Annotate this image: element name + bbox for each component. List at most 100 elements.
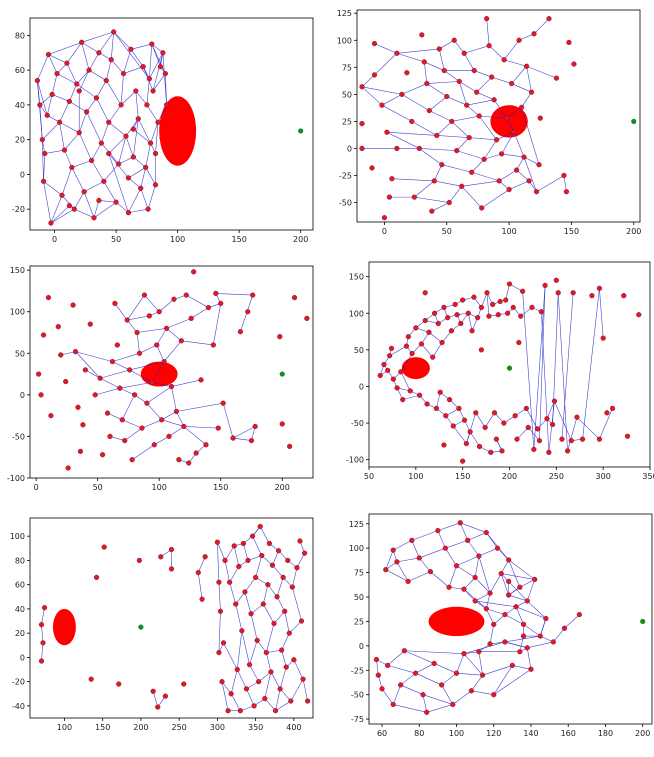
- agent-node: [168, 546, 175, 553]
- agent-node: [359, 145, 365, 152]
- chart-panel-4: 50 100 150 200 250 300 350 -100 -50 0 50 100 150: [327, 252, 654, 504]
- y-tick-label: 40: [15, 605, 25, 614]
- y-tick-label: 60: [15, 581, 25, 590]
- agent-node: [450, 701, 456, 708]
- graph-edge: [218, 582, 221, 612]
- graph-edge: [149, 44, 153, 79]
- graph-edge: [273, 611, 285, 624]
- agent-node: [136, 557, 142, 564]
- graph-edge: [411, 121, 437, 136]
- agent-node: [287, 443, 293, 450]
- agent-node: [145, 206, 151, 212]
- agent-node: [245, 309, 251, 315]
- agent-node: [304, 315, 310, 321]
- x-tick-label: 150: [213, 483, 228, 492]
- x-tick-label: 150: [455, 472, 470, 481]
- agent-node: [474, 89, 480, 95]
- graph-edge: [43, 181, 63, 196]
- graph-edge: [229, 566, 240, 583]
- agent-node: [294, 565, 300, 571]
- x-tick-label: 180: [598, 729, 613, 738]
- agent-node: [76, 88, 82, 94]
- graph-edge: [424, 61, 445, 71]
- graph-edge: [458, 81, 467, 106]
- agent-node: [503, 297, 509, 303]
- graph-edge: [66, 63, 78, 85]
- graph-edge: [159, 299, 175, 312]
- y-tick-label: 100: [349, 309, 364, 318]
- agent-node: [86, 67, 92, 73]
- graph-edge: [526, 65, 557, 79]
- agent-node: [506, 281, 513, 287]
- agent-node: [516, 339, 522, 346]
- y-tick-label: 75: [354, 569, 364, 578]
- x-tick-label: 80: [414, 729, 424, 738]
- graph-edge: [541, 311, 550, 453]
- graph-edge: [504, 614, 524, 625]
- agent-node: [168, 566, 175, 572]
- graph-edge: [140, 167, 146, 189]
- graph-edge: [71, 160, 92, 168]
- agent-node: [93, 95, 100, 101]
- agent-node: [399, 91, 405, 97]
- graph-edge: [361, 86, 383, 106]
- agent-node: [144, 400, 150, 406]
- agent-node: [596, 285, 603, 291]
- agent-node: [454, 312, 460, 318]
- graph-edge: [400, 353, 413, 372]
- graph-edge: [151, 43, 166, 74]
- graph-edge: [289, 620, 302, 634]
- agent-node: [271, 620, 277, 627]
- x-tick-label: 200: [293, 235, 308, 244]
- agent-node: [483, 529, 489, 536]
- agent-node: [479, 672, 486, 678]
- agent-node: [38, 392, 44, 398]
- agent-node: [553, 75, 560, 81]
- agent-node: [250, 292, 256, 298]
- agent-node: [433, 405, 440, 412]
- graph-edge: [259, 526, 270, 544]
- graph-edge: [163, 340, 182, 362]
- graph-edge: [74, 208, 95, 219]
- agent-node: [394, 385, 400, 391]
- graph-edge: [486, 593, 491, 609]
- graph-edge: [59, 122, 65, 151]
- agent-node: [509, 662, 515, 668]
- agent-node: [183, 292, 189, 298]
- graph-edge: [156, 344, 165, 362]
- agent-node: [394, 559, 400, 565]
- y-tick-label: 50: [342, 90, 352, 99]
- agent-node: [398, 682, 404, 688]
- graph-edge: [424, 61, 428, 84]
- graph-edge: [91, 160, 105, 182]
- agent-node: [265, 582, 271, 588]
- x-tick-label: 120: [486, 729, 501, 738]
- agent-node: [128, 46, 134, 52]
- graph-edge: [103, 163, 119, 182]
- graph-edge: [506, 107, 522, 119]
- agent-node: [202, 554, 208, 560]
- agent-node: [559, 436, 565, 442]
- graph-edge: [152, 52, 164, 92]
- graph-edge: [512, 665, 532, 670]
- graph-edge: [501, 153, 525, 158]
- x-tick-label: 150: [95, 723, 110, 732]
- graph-edge: [527, 600, 547, 619]
- agent-node: [36, 371, 42, 377]
- agent-node: [422, 317, 428, 324]
- agent-node: [498, 570, 504, 577]
- graph-edge: [112, 361, 130, 371]
- graph-edge: [250, 603, 264, 614]
- graph-edge: [93, 201, 117, 219]
- graph-edge: [48, 54, 68, 64]
- graph-edge: [422, 694, 428, 713]
- graph-edge: [243, 543, 249, 561]
- graph-edge: [152, 691, 159, 708]
- agent-node: [416, 145, 422, 152]
- agent-node: [551, 398, 558, 404]
- graph-edge: [429, 96, 447, 111]
- agent-node: [234, 666, 240, 673]
- agent-node: [452, 301, 458, 308]
- y-tick-label: -75: [351, 715, 364, 724]
- graph-edge: [522, 291, 535, 450]
